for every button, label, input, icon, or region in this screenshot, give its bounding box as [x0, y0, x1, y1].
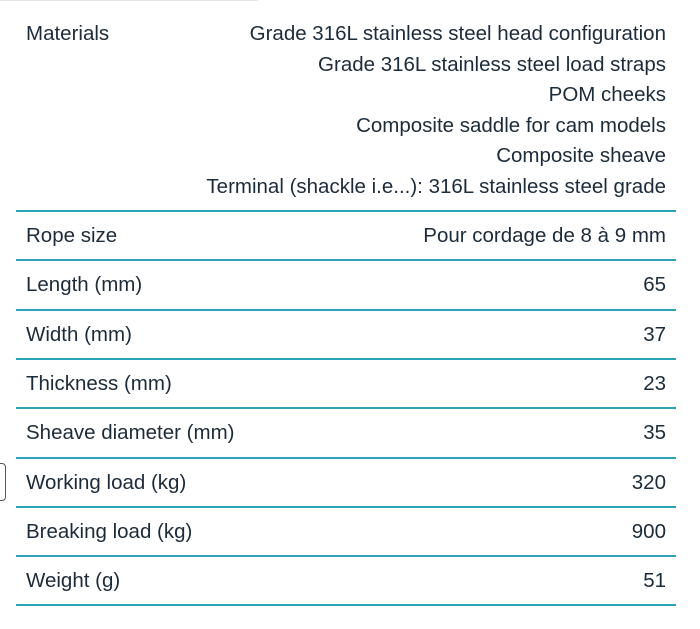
row-label: Rope size: [26, 224, 118, 247]
row-label: Length (mm): [26, 273, 143, 297]
row-value: 51: [643, 569, 666, 593]
row-label: Thickness (mm): [26, 371, 172, 395]
row-value-line: Grade 316L stainless steel load straps: [318, 52, 666, 76]
row-label: Materials: [26, 22, 110, 45]
row-value: 65: [643, 273, 666, 297]
row-value-line: POM cheeks: [548, 83, 666, 107]
row-divider: [16, 407, 676, 410]
row-label: Weight (g): [26, 569, 121, 593]
divider: [0, 0, 258, 1]
row-divider: [16, 555, 676, 558]
row-divider: [16, 308, 676, 311]
row-label: Sheave diameter (mm): [26, 421, 235, 445]
row-value-line: Composite sheave: [496, 144, 666, 168]
row-value: 900: [631, 519, 666, 543]
row-divider: [16, 604, 676, 607]
row-value: Pour cordage de 8 à 9 mm: [423, 224, 666, 247]
row-divider: [16, 357, 676, 360]
scroll-handle: [0, 463, 6, 501]
row-label: Breaking load (kg): [26, 519, 193, 543]
row-value: 320: [631, 470, 666, 494]
row-value-line: Composite saddle for cam models: [356, 113, 666, 137]
row-value: 35: [643, 421, 666, 445]
row-value: 37: [643, 322, 666, 346]
row-divider: [16, 456, 676, 459]
row-divider: [16, 259, 676, 262]
row-value-line: Terminal (shackle i.e...): 316L stainles…: [206, 175, 666, 198]
row-label: Width (mm): [26, 322, 132, 346]
row-value: 23: [643, 371, 666, 395]
row-label: Working load (kg): [26, 470, 187, 494]
row-divider: [16, 505, 676, 508]
row-divider: [16, 210, 676, 212]
row-value-line: Grade 316L stainless steel head configur…: [249, 22, 666, 45]
